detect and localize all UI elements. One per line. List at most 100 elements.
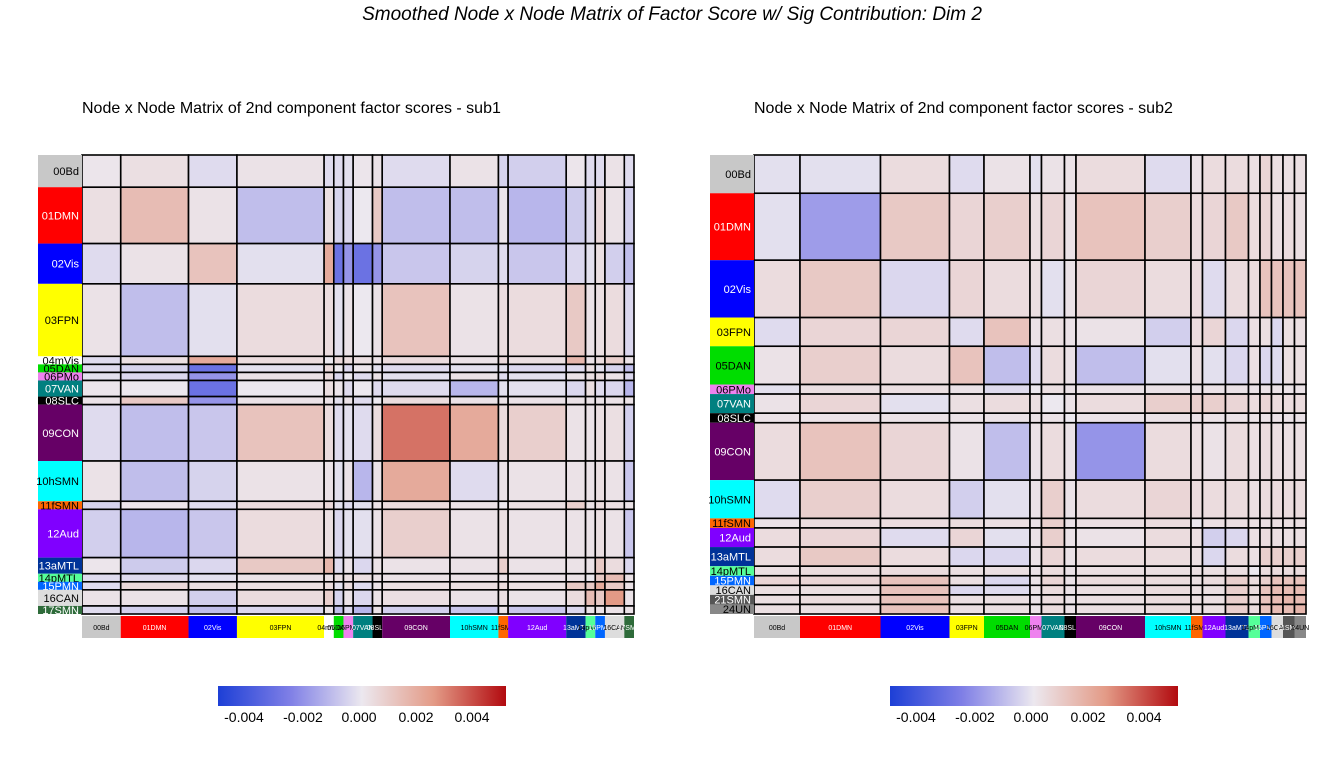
- row-community-band: [710, 566, 754, 576]
- row-community-band: [710, 604, 754, 614]
- heatmap-cell: [1063, 316, 1077, 348]
- heatmap-cell: [1075, 192, 1146, 261]
- heatmap-cell: [1259, 594, 1273, 606]
- col-community-band: [800, 616, 881, 638]
- colorbar-tick: 0.004: [1126, 709, 1162, 725]
- row-community-band: [38, 155, 82, 188]
- heatmap-cell: [948, 594, 985, 606]
- row-community-band: [38, 461, 82, 502]
- heatmap-cell: [1040, 154, 1066, 195]
- heatmap-cell: [236, 460, 325, 503]
- col-community-band: [585, 616, 596, 638]
- heatmap-cell: [1247, 192, 1261, 261]
- heatmap-cell: [1293, 527, 1307, 548]
- heatmap-cell: [799, 479, 882, 520]
- heatmap-cell: [1190, 584, 1204, 596]
- heatmap-cell: [1029, 527, 1043, 548]
- col-community-label: 24UN: [1291, 625, 1309, 632]
- heatmap-cell: [1270, 154, 1284, 195]
- heatmap-cell: [799, 594, 882, 606]
- heatmap-cell: [1282, 154, 1296, 195]
- heatmap-cell: [948, 546, 985, 567]
- heatmap-cell: [753, 192, 801, 261]
- heatmap-cell: [1247, 259, 1261, 319]
- heatmap-cell: [1293, 574, 1307, 587]
- heatmap-cell: [1144, 421, 1192, 481]
- col-community-label: 02Vis: [906, 625, 924, 632]
- row-community-label: 15PMN: [42, 581, 79, 593]
- heatmap-cell: [799, 517, 882, 529]
- heatmap-cell: [1224, 479, 1250, 520]
- row-community-label: 09CON: [714, 446, 751, 458]
- heatmap-cell: [799, 154, 882, 195]
- col-community-label: 16CAN: [1266, 625, 1289, 632]
- heatmap-cell: [1293, 316, 1307, 348]
- col-community-band: [353, 616, 373, 638]
- heatmap-cell: [1247, 393, 1261, 414]
- heatmap-cell: [879, 383, 951, 395]
- heatmap-cell: [879, 546, 951, 567]
- heatmap-cell: [236, 186, 325, 245]
- row-community-label: 16CAN: [716, 585, 752, 597]
- row-community-band: [710, 155, 754, 194]
- row-community-label: 01DMN: [714, 222, 751, 234]
- heatmap-cell: [948, 421, 985, 481]
- heatmap-cell: [1247, 383, 1261, 395]
- heatmap-cell: [983, 584, 1031, 596]
- heatmap-cell: [449, 154, 500, 189]
- heatmap-cell: [1144, 584, 1192, 596]
- heatmap-cell: [1270, 603, 1284, 615]
- heatmap-cell: [381, 154, 451, 189]
- heatmap-cell: [1201, 316, 1227, 348]
- heatmap-cell: [983, 565, 1031, 577]
- colorbar-tick: -0.004: [224, 709, 264, 725]
- col-community-band: [1041, 616, 1065, 638]
- heatmap-cell: [1224, 574, 1250, 587]
- heatmap-cell: [1259, 479, 1273, 520]
- heatmap-cell: [1224, 527, 1250, 548]
- heatmap-cell: [1282, 259, 1296, 319]
- heatmap-cell: [753, 517, 801, 529]
- heatmap-cell: [879, 259, 951, 319]
- heatmap-cell: [1144, 383, 1192, 395]
- heatmap-cell: [1247, 421, 1261, 481]
- col-community-label: 12Aud: [527, 625, 547, 632]
- row-community-label: 11fSMN: [712, 518, 751, 530]
- heatmap-cell: [1201, 546, 1227, 567]
- heatmap-cell: [1293, 154, 1307, 195]
- col-community-band: [566, 616, 586, 638]
- row-community-band: [710, 384, 754, 395]
- heatmap-cell: [1040, 412, 1066, 424]
- heatmap-cell: [1282, 584, 1296, 596]
- heatmap-cell: [879, 594, 951, 606]
- heatmap-cell: [1201, 479, 1227, 520]
- heatmap-cell: [879, 316, 951, 348]
- heatmap-cell: [1293, 565, 1307, 577]
- heatmap-cell: [236, 403, 325, 462]
- heatmap-cell: [1190, 594, 1204, 606]
- heatmap-cell: [879, 565, 951, 577]
- heatmap-cell: [1201, 154, 1227, 195]
- heatmap-cell: [1224, 421, 1250, 481]
- heatmap-cell: [1063, 603, 1077, 615]
- heatmap-cell: [1144, 546, 1192, 567]
- col-community-band: [1191, 616, 1203, 638]
- col-community-band: [508, 616, 567, 638]
- heatmap-cell: [1247, 574, 1261, 587]
- heatmap-cell: [187, 186, 238, 245]
- heatmap-cell: [948, 479, 985, 520]
- col-community-label: 14pMTL: [1241, 625, 1267, 632]
- heatmap-cell: [753, 527, 801, 548]
- heatmap-cell: [236, 508, 325, 559]
- heatmap-cell: [1029, 259, 1043, 319]
- row-community-label: 12Aud: [719, 533, 751, 545]
- heatmap-cell: [879, 412, 951, 424]
- colorbar-gradient: [890, 686, 1178, 706]
- heatmap-cell: [983, 192, 1031, 261]
- col-community-labels: 00Bd 01DMN 02Vis 03FPN 04mVis05DAN06PMo07VAN…: [82, 616, 641, 638]
- heatmap-cell: [1075, 393, 1146, 414]
- heatmap-cell: [799, 527, 882, 548]
- heatmap-cell: [187, 154, 238, 189]
- row-community-label: 09CON: [42, 428, 79, 440]
